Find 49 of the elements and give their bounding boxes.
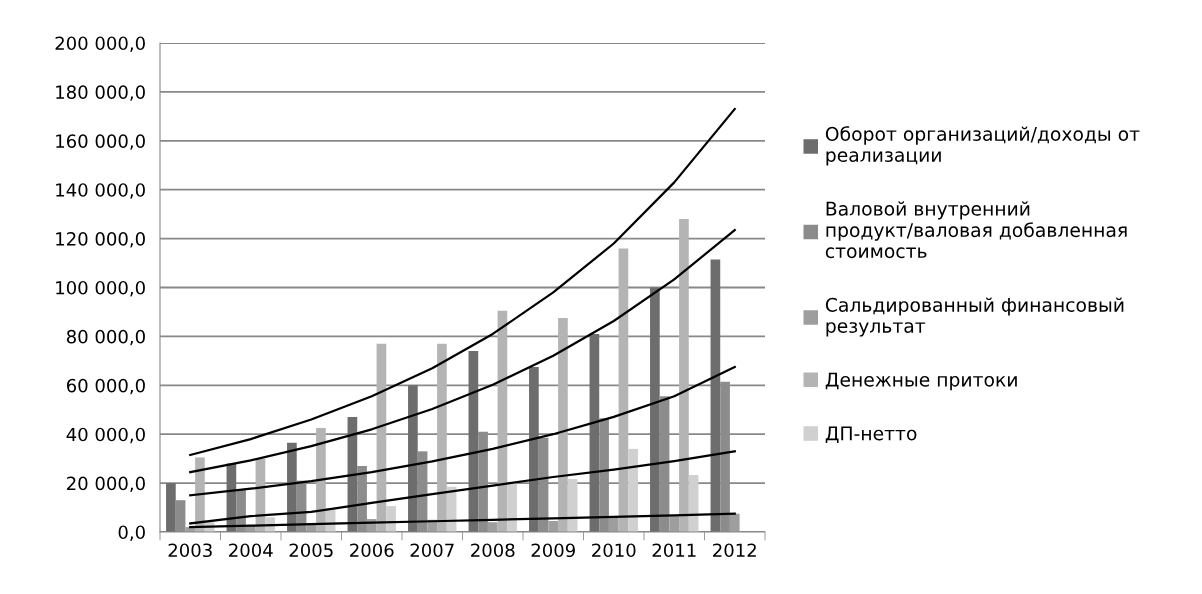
bar [487,522,498,532]
y-tick-label: 160 000,0 [56,134,145,150]
y-tick-label: 40 000,0 [66,427,145,444]
y-tick-label: 100 000,0 [56,280,145,297]
bar [608,517,619,532]
x-tick-label: 2009 [531,543,575,558]
legend-label: Оборот организаций/доходы от реализации [825,126,1140,166]
line-series [189,365,736,497]
line-series [189,450,736,525]
line-series [189,228,736,474]
bar [710,259,721,532]
bar [408,385,418,532]
bar [287,442,297,532]
legend-label: Денежные притоки [825,372,1017,391]
x-tick-label: 2007 [410,543,454,558]
y-tick-label: 200 000,0 [55,36,145,52]
bar [650,287,660,532]
x-tick-label: 2004 [229,543,273,558]
bar [437,343,447,532]
bar [729,513,740,532]
x-tick-label: 2006 [350,543,394,558]
bar [679,219,689,532]
bar [507,483,517,532]
bar [669,516,680,532]
bar [166,483,176,532]
y-tick-label: 0,0 [118,525,145,541]
y-tick-label: 80 000,0 [66,329,145,346]
bar [386,506,396,532]
x-tick-label: 2005 [289,543,333,558]
y-tick-label: 140 000,0 [56,183,145,199]
legend-label: Сальдированный финансовый результат [825,297,1124,337]
x-tick-label: 2008 [471,543,515,558]
y-tick-label: 180 000,0 [56,85,145,101]
bar [548,521,559,532]
x-tick-label: 2011 [652,543,696,558]
y-tick-label: 60 000,0 [66,378,145,395]
bar [316,428,326,532]
line-series [189,107,736,457]
x-tick-label: 2010 [592,543,636,558]
x-tick-label: 2012 [713,543,756,558]
bar [529,366,539,532]
bar [558,318,568,532]
x-tick-label: 2003 [168,543,212,558]
legend-label: ДП-нетто [825,426,917,444]
bar [618,248,629,532]
bar [628,448,638,532]
y-tick-label: 120 000,0 [56,232,145,248]
y-tick-label: 20 000,0 [67,476,145,493]
legend-label: Валовой внутренний продукт/валовая добавленная стоимость [825,201,1127,259]
